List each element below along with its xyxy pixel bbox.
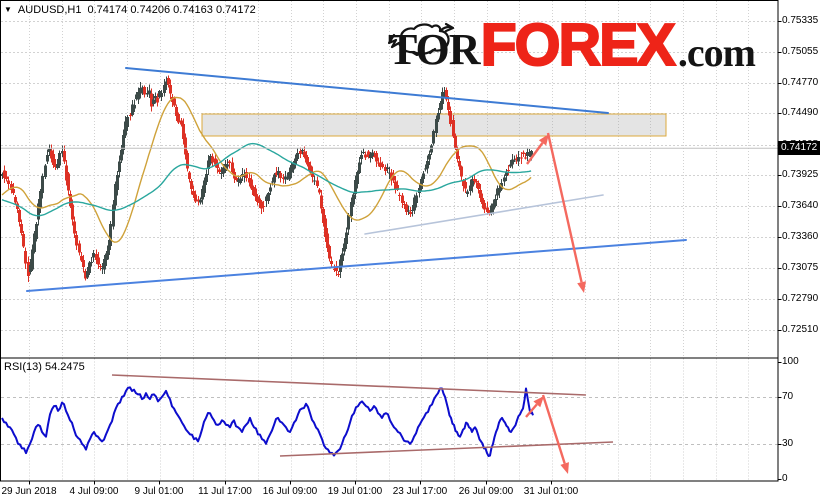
price-axis-label: 0.73925: [782, 169, 819, 181]
panel-frame: [0, 0, 782, 485]
chart-title: ▼ AUDUSD,H1 0.74174 0.74206 0.74163 0.74…: [4, 4, 256, 16]
current-price-box: 0.74172: [778, 141, 820, 156]
price-axis-label: 0.75335: [782, 15, 819, 26]
rsi-axis-label: 0: [782, 473, 788, 484]
time-axis-label: 11 Jul 17:00: [198, 486, 252, 497]
forecast-arrow-down: [546, 132, 586, 293]
rsi-indicator-label: RSI(13) 54.2475: [4, 361, 85, 373]
rsi-trend-upper: [111, 374, 587, 396]
price-axis-label: 0.72510: [782, 324, 819, 335]
time-axis-label: 19 Jul 01:00: [327, 486, 383, 497]
time-axis-label: 31 Jul 01:00: [523, 486, 579, 497]
time-axis-label: 23 Jul 17:00: [392, 486, 448, 497]
logo-text-com: .com: [677, 30, 756, 76]
candle-series: [1, 75, 533, 282]
torforex-logo: TOR FOREX .com: [388, 12, 756, 78]
rsi-axis-label: 30: [782, 437, 794, 449]
ohlc-values: 0.74174 0.74206 0.74163 0.74172: [87, 4, 256, 16]
rsi-axis-label: 70: [782, 390, 794, 402]
price-axis-label: 0.75055: [782, 45, 819, 57]
price-axis-label: 0.73075: [782, 262, 819, 274]
logo-text-forex: FOREX: [480, 12, 677, 78]
rsi-panel-graphics: [1, 374, 614, 457]
price-axis-label: 0.73640: [782, 200, 819, 212]
lower-trendline: [26, 239, 687, 292]
rsi-line: [1, 386, 534, 457]
symbol-timeframe-label: AUDUSD,H1: [17, 4, 82, 16]
symbol-dropdown-icon: ▼: [4, 5, 12, 14]
current-price-value: 0.74172: [781, 142, 818, 154]
logo-right-block: .com: [388, 22, 756, 76]
price-axis-label: 0.74770: [782, 76, 819, 88]
ma-fast: [1, 96, 532, 243]
rsi-arrow-up: [525, 396, 544, 418]
time-axis-label: 26 Jul 09:00: [458, 486, 514, 497]
time-axis-label: 16 Jul 09:00: [262, 486, 318, 497]
forecast-arrow-up: [526, 134, 549, 165]
time-axis-label: 9 Jul 01:00: [134, 486, 184, 497]
upper-trendline: [125, 67, 609, 114]
time-axis-label: 4 Jul 09:00: [69, 486, 119, 497]
rsi-arrow-down: [541, 394, 569, 474]
price-axis-label: 0.73360: [782, 231, 819, 243]
price-axis-label: 0.72790: [782, 293, 819, 305]
price-axis-label: 0.74490: [782, 107, 819, 119]
time-axis-label: 29 Jun 2018: [1, 486, 57, 497]
rsi-axis-label: 100: [782, 355, 799, 367]
bull-icon: [388, 22, 454, 56]
